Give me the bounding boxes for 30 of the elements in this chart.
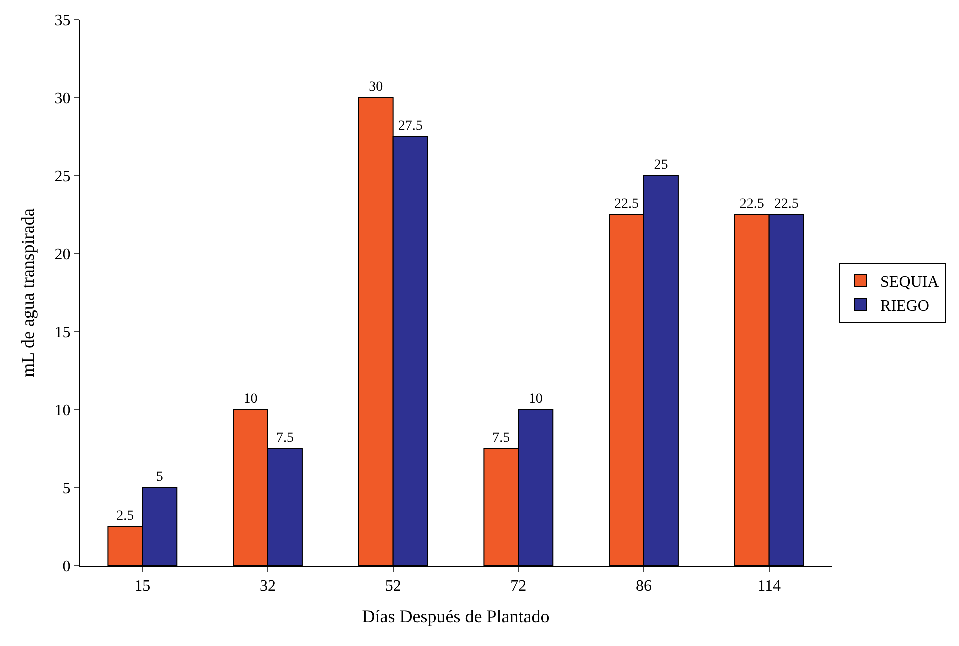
data-label: 7.5	[492, 431, 510, 446]
legend-label: SEQUIA	[880, 274, 940, 292]
data-label: 10	[528, 392, 543, 407]
legend-label: RIEGO	[880, 298, 930, 315]
data-label: 30	[369, 80, 384, 95]
data-label: 10	[244, 392, 258, 407]
x-tick-label: 86	[636, 578, 652, 596]
y-tick-label: 5	[62, 480, 71, 498]
data-label: 5	[156, 470, 164, 485]
data-label: 2.5	[116, 509, 134, 524]
y-tick-label: 0	[62, 558, 71, 576]
y-axis-title: mL de agua transpirada	[18, 208, 38, 378]
y-tick-label: 35	[54, 12, 71, 30]
data-label: 7.5	[276, 431, 294, 446]
data-label: 25	[654, 158, 668, 173]
x-tick-label: 52	[385, 578, 402, 596]
y-tick-label: 25	[54, 168, 71, 186]
x-tick-label: 72	[510, 578, 527, 596]
data-label: 22.5	[614, 197, 640, 212]
data-label: 22.5	[774, 197, 799, 212]
y-tick-label: 10	[54, 402, 71, 420]
x-tick-label: 15	[134, 578, 151, 596]
x-tick-label: 32	[260, 578, 276, 596]
y-tick-label: 20	[54, 246, 71, 264]
x-tick-label: 114	[758, 578, 782, 596]
data-label: 27.5	[398, 119, 423, 134]
x-axis-title: Días Después de Plantado	[362, 606, 550, 626]
data-label: 22.5	[740, 197, 764, 212]
y-tick-label: 15	[54, 324, 71, 342]
y-tick-label: 30	[54, 90, 71, 108]
